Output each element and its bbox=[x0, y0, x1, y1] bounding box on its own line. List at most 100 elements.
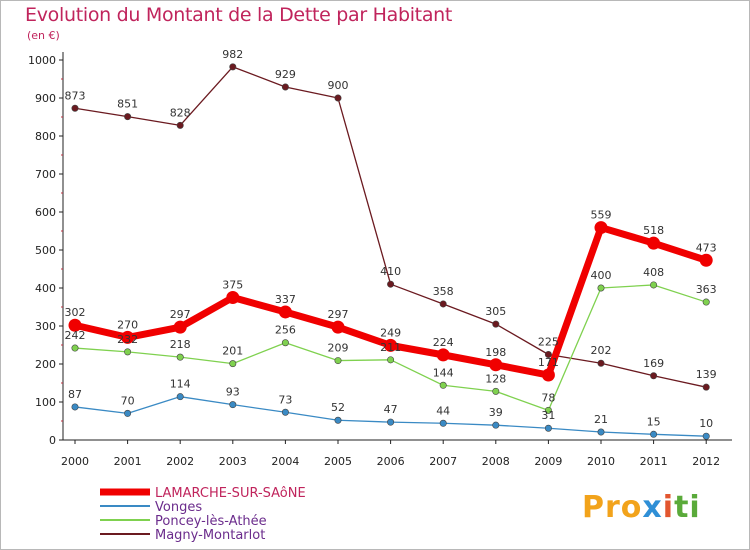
data-point bbox=[492, 421, 500, 429]
data-point bbox=[541, 368, 555, 382]
data-point bbox=[176, 393, 184, 401]
data-point bbox=[229, 401, 237, 409]
data-label: 128 bbox=[485, 372, 506, 385]
data-point bbox=[334, 94, 342, 102]
data-point bbox=[124, 348, 132, 356]
data-point bbox=[597, 428, 605, 436]
data-point bbox=[650, 430, 658, 438]
data-label: 47 bbox=[384, 403, 398, 416]
data-label: 209 bbox=[328, 342, 349, 355]
data-label: 297 bbox=[170, 308, 191, 321]
data-label: 929 bbox=[275, 68, 296, 81]
data-label: 224 bbox=[433, 336, 454, 349]
data-point bbox=[334, 416, 342, 424]
data-point bbox=[387, 280, 395, 288]
data-label: 70 bbox=[121, 394, 135, 407]
data-label: 202 bbox=[591, 344, 612, 357]
y-tick-label: 200 bbox=[35, 358, 56, 371]
data-label: 302 bbox=[65, 306, 86, 319]
data-label: 873 bbox=[65, 89, 86, 102]
data-label: 198 bbox=[485, 346, 506, 359]
data-point bbox=[334, 357, 342, 365]
legend-label: Vonges bbox=[155, 500, 202, 515]
data-label: 73 bbox=[278, 393, 292, 406]
data-label: 473 bbox=[696, 241, 717, 254]
data-point bbox=[281, 408, 289, 416]
data-label: 169 bbox=[643, 357, 664, 370]
data-point bbox=[281, 83, 289, 91]
data-point bbox=[229, 63, 237, 71]
data-label: 78 bbox=[541, 391, 555, 404]
data-label: 139 bbox=[696, 368, 717, 381]
data-label: 31 bbox=[541, 409, 555, 422]
data-point bbox=[384, 338, 398, 352]
y-tick-label: 900 bbox=[35, 92, 56, 105]
data-point bbox=[544, 350, 552, 358]
data-point bbox=[597, 359, 605, 367]
x-tick-label: 2005 bbox=[324, 455, 352, 468]
legend-label: LAMARCHE-SUR-SAôNE bbox=[155, 486, 306, 501]
data-point bbox=[71, 104, 79, 112]
data-label: 337 bbox=[275, 293, 296, 306]
data-label: 256 bbox=[275, 324, 296, 337]
data-point bbox=[281, 339, 289, 347]
legend-label: Magny-Montarlot bbox=[155, 528, 265, 543]
data-label: 144 bbox=[433, 366, 454, 379]
data-point bbox=[544, 424, 552, 432]
data-label: 851 bbox=[117, 98, 138, 111]
data-label: 270 bbox=[117, 318, 138, 331]
data-point bbox=[492, 387, 500, 395]
x-tick-label: 2003 bbox=[219, 455, 247, 468]
data-label: 114 bbox=[170, 378, 191, 391]
data-point bbox=[173, 320, 187, 334]
data-point bbox=[702, 298, 710, 306]
data-point bbox=[68, 318, 82, 332]
x-tick-label: 2010 bbox=[587, 455, 615, 468]
data-label: 358 bbox=[433, 285, 454, 298]
y-tick-label: 500 bbox=[35, 244, 56, 257]
data-label: 44 bbox=[436, 404, 450, 417]
data-label: 232 bbox=[117, 333, 138, 346]
data-label: 828 bbox=[170, 106, 191, 119]
data-point bbox=[699, 253, 713, 267]
data-point bbox=[124, 113, 132, 121]
x-tick-label: 2008 bbox=[482, 455, 510, 468]
data-label: 375 bbox=[222, 279, 243, 292]
data-point bbox=[439, 381, 447, 389]
data-label: 559 bbox=[591, 209, 612, 222]
data-point bbox=[387, 356, 395, 364]
x-tick-label: 2006 bbox=[377, 455, 405, 468]
legend-label: Poncey-lès-Athée bbox=[155, 514, 267, 529]
data-label: 39 bbox=[489, 406, 503, 419]
data-point bbox=[436, 348, 450, 362]
data-point bbox=[176, 353, 184, 361]
data-point bbox=[439, 300, 447, 308]
data-label: 363 bbox=[696, 283, 717, 296]
y-tick-label: 800 bbox=[35, 130, 56, 143]
data-point bbox=[647, 236, 661, 250]
data-point bbox=[176, 121, 184, 129]
data-label: 201 bbox=[222, 345, 243, 358]
data-point bbox=[544, 406, 552, 414]
data-label: 93 bbox=[226, 386, 240, 399]
data-label: 52 bbox=[331, 401, 345, 414]
x-tick-label: 2001 bbox=[114, 455, 142, 468]
data-point bbox=[71, 403, 79, 411]
data-label: 410 bbox=[380, 265, 401, 278]
data-point bbox=[387, 418, 395, 426]
chart-title: Evolution du Montant de la Dette par Hab… bbox=[25, 4, 453, 26]
data-label: 21 bbox=[594, 413, 608, 426]
data-point bbox=[439, 419, 447, 427]
data-label: 87 bbox=[68, 388, 82, 401]
x-tick-label: 2007 bbox=[429, 455, 457, 468]
x-tick-label: 2009 bbox=[534, 455, 562, 468]
x-tick-label: 2002 bbox=[166, 455, 194, 468]
data-label: 982 bbox=[222, 48, 243, 61]
data-point bbox=[492, 320, 500, 328]
data-label: 171 bbox=[538, 356, 559, 369]
data-point bbox=[650, 281, 658, 289]
data-label: 408 bbox=[643, 266, 664, 279]
data-point bbox=[229, 360, 237, 368]
logo-part: i bbox=[662, 490, 675, 525]
